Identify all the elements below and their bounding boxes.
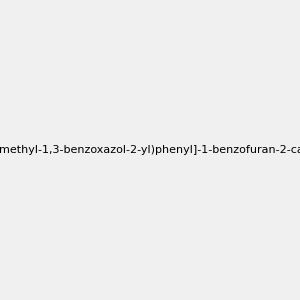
Text: N-[3-(5,6-dimethyl-1,3-benzoxazol-2-yl)phenyl]-1-benzofuran-2-carboxamide: N-[3-(5,6-dimethyl-1,3-benzoxazol-2-yl)p…	[0, 145, 300, 155]
